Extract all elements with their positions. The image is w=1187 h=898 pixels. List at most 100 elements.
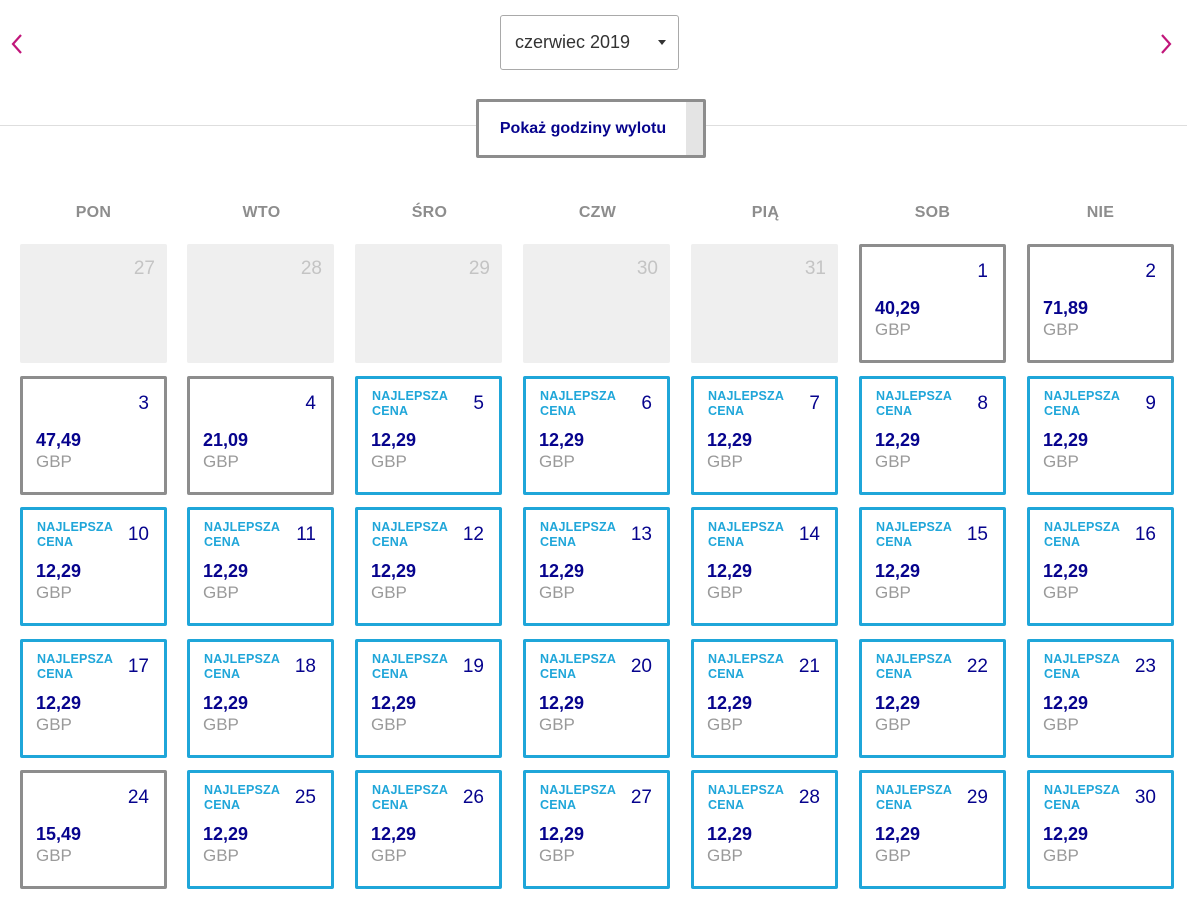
toggle-handle: [686, 102, 703, 155]
best-price-badge: NAJLEPSZA CENA: [540, 389, 616, 418]
day-price: 12,29: [707, 824, 753, 844]
day-currency: GBP: [36, 846, 72, 865]
day-cell[interactable]: 2 71,89 GBP: [1027, 244, 1174, 363]
show-departure-times-toggle[interactable]: Pokaż godziny wylotu: [476, 99, 706, 158]
best-price-badge: NAJLEPSZA CENA: [372, 520, 448, 549]
day-cell[interactable]: 27 NAJLEPSZA CENA 12,29 GBP: [523, 770, 670, 889]
day-cell[interactable]: 12 NAJLEPSZA CENA 12,29 GBP: [355, 507, 502, 626]
day-currency: GBP: [1043, 846, 1079, 865]
day-cell[interactable]: 3 47,49 GBP: [20, 376, 167, 495]
day-cell[interactable]: 14 NAJLEPSZA CENA 12,29 GBP: [691, 507, 838, 626]
best-price-badge: NAJLEPSZA CENA: [708, 652, 784, 681]
best-price-badge: NAJLEPSZA CENA: [1044, 652, 1120, 681]
best-price-badge: NAJLEPSZA CENA: [204, 783, 280, 812]
weekday-header: ŚRO: [411, 204, 448, 221]
day-number: 20: [630, 656, 652, 677]
weekday-header: WTO: [242, 204, 281, 221]
day-currency: GBP: [36, 452, 72, 471]
day-currency: GBP: [36, 715, 72, 734]
day-cell[interactable]: 7 NAJLEPSZA CENA 12,29 GBP: [691, 376, 838, 495]
day-currency: GBP: [1043, 715, 1079, 734]
day-number: 18: [294, 656, 316, 677]
month-select-value: czerwiec 2019: [515, 32, 631, 52]
day-cell[interactable]: 19 NAJLEPSZA CENA 12,29 GBP: [355, 639, 502, 758]
day-cell[interactable]: 18 NAJLEPSZA CENA 12,29 GBP: [187, 639, 334, 758]
day-currency: GBP: [707, 715, 743, 734]
day-cell[interactable]: 8 NAJLEPSZA CENA 12,29 GBP: [859, 376, 1006, 495]
day-cell[interactable]: 29 NAJLEPSZA CENA 12,29 GBP: [859, 770, 1006, 889]
day-currency: GBP: [707, 452, 743, 471]
day-cell[interactable]: 1 40,29 GBP: [859, 244, 1006, 363]
caret-down-icon: [658, 40, 666, 45]
day-price: 71,89: [1043, 298, 1089, 318]
day-cell[interactable]: 28 NAJLEPSZA CENA 12,29 GBP: [691, 770, 838, 889]
day-cell[interactable]: 22 NAJLEPSZA CENA 12,29 GBP: [859, 639, 1006, 758]
day-cell[interactable]: 10 NAJLEPSZA CENA 12,29 GBP: [20, 507, 167, 626]
day-cell[interactable]: 6 NAJLEPSZA CENA 12,29 GBP: [523, 376, 670, 495]
day-number: 3: [138, 393, 149, 414]
day-currency: GBP: [875, 715, 911, 734]
day-currency: GBP: [1043, 583, 1079, 602]
day-cell[interactable]: 30 NAJLEPSZA CENA 12,29 GBP: [1027, 770, 1174, 889]
day-number: 27: [133, 258, 155, 279]
day-price: 12,29: [371, 693, 417, 713]
day-price: 12,29: [203, 824, 249, 844]
best-price-badge: NAJLEPSZA CENA: [540, 652, 616, 681]
day-price: 12,29: [371, 824, 417, 844]
best-price-badge: NAJLEPSZA CENA: [876, 520, 952, 549]
day-price: 12,29: [1043, 561, 1089, 581]
day-currency: GBP: [539, 846, 575, 865]
day-cell[interactable]: 25 NAJLEPSZA CENA 12,29 GBP: [187, 770, 334, 889]
day-number: 19: [462, 656, 484, 677]
day-number: 12: [462, 524, 484, 545]
day-price: 12,29: [371, 430, 417, 450]
day-number: 27: [630, 787, 652, 808]
day-price: 12,29: [1043, 430, 1089, 450]
day-cell[interactable]: 20 NAJLEPSZA CENA 12,29 GBP: [523, 639, 670, 758]
day-currency: GBP: [875, 452, 911, 471]
day-cell[interactable]: 17 NAJLEPSZA CENA 12,29 GBP: [20, 639, 167, 758]
day-price: 12,29: [203, 693, 249, 713]
best-price-badge: NAJLEPSZA CENA: [540, 783, 616, 812]
day-cell[interactable]: 11 NAJLEPSZA CENA 12,29 GBP: [187, 507, 334, 626]
day-cell[interactable]: 23 NAJLEPSZA CENA 12,29 GBP: [1027, 639, 1174, 758]
day-currency: GBP: [371, 715, 407, 734]
day-price: 12,29: [36, 693, 82, 713]
weekday-header: CZW: [578, 204, 617, 221]
day-number: 28: [798, 787, 820, 808]
day-price: 12,29: [875, 561, 921, 581]
day-price: 12,29: [1043, 824, 1089, 844]
day-cell[interactable]: 26 NAJLEPSZA CENA 12,29 GBP: [355, 770, 502, 889]
day-number: 13: [630, 524, 652, 545]
day-number: 29: [966, 787, 988, 808]
day-currency: GBP: [707, 583, 743, 602]
best-price-badge: NAJLEPSZA CENA: [876, 389, 952, 418]
day-cell[interactable]: 4 21,09 GBP: [187, 376, 334, 495]
day-cell[interactable]: 16 NAJLEPSZA CENA 12,29 GBP: [1027, 507, 1174, 626]
day-cell[interactable]: 24 15,49 GBP: [20, 770, 167, 889]
day-number: 9: [1145, 393, 1156, 414]
day-number: 14: [798, 524, 820, 545]
day-cell[interactable]: 5 NAJLEPSZA CENA 12,29 GBP: [355, 376, 502, 495]
chevron-right-icon: [1161, 34, 1172, 54]
day-cell[interactable]: 13 NAJLEPSZA CENA 12,29 GBP: [523, 507, 670, 626]
day-number: 7: [809, 393, 820, 414]
day-cell: 28: [187, 244, 334, 363]
next-month-button[interactable]: [1155, 30, 1177, 58]
day-price: 12,29: [707, 430, 753, 450]
day-cell[interactable]: 21 NAJLEPSZA CENA 12,29 GBP: [691, 639, 838, 758]
day-cell: 29: [355, 244, 502, 363]
day-price: 12,29: [36, 561, 82, 581]
month-select[interactable]: czerwiec 2019: [500, 15, 679, 70]
day-currency: GBP: [371, 846, 407, 865]
day-currency: GBP: [371, 452, 407, 471]
day-price: 47,49: [36, 430, 82, 450]
weekday-header: SOB: [914, 204, 951, 221]
prev-month-button[interactable]: [6, 30, 28, 58]
day-cell: 30: [523, 244, 670, 363]
day-number: 26: [462, 787, 484, 808]
day-cell[interactable]: 15 NAJLEPSZA CENA 12,29 GBP: [859, 507, 1006, 626]
day-cell[interactable]: 9 NAJLEPSZA CENA 12,29 GBP: [1027, 376, 1174, 495]
day-currency: GBP: [707, 846, 743, 865]
day-price: 12,29: [203, 561, 249, 581]
